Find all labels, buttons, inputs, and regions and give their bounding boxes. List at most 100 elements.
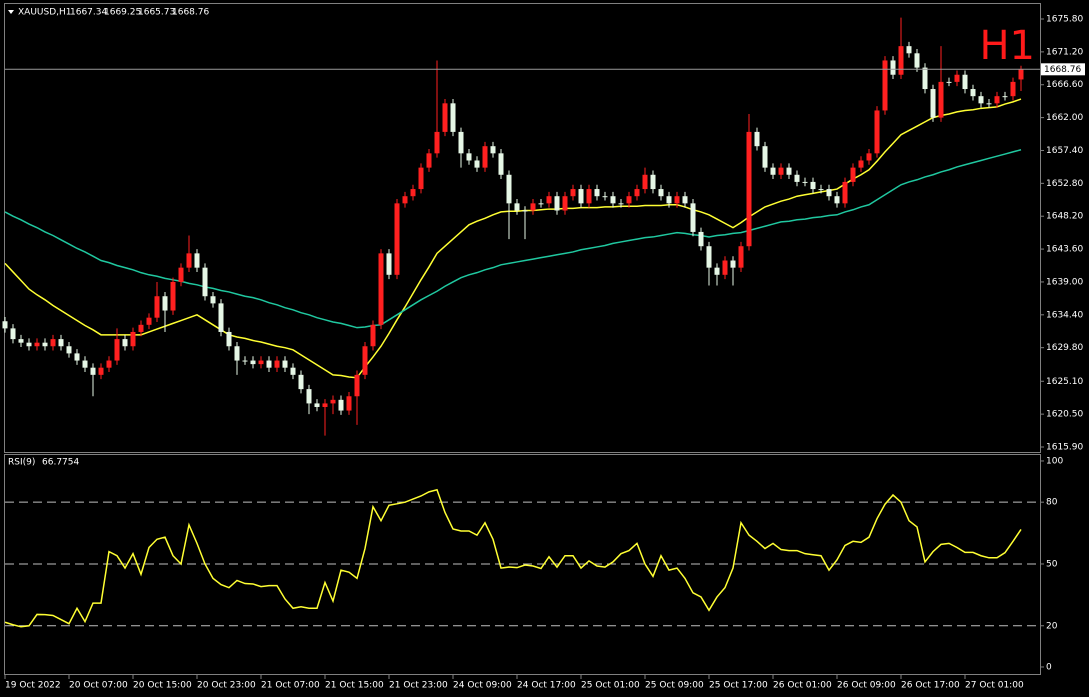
candle-body [234, 346, 240, 361]
candle-body [962, 74, 968, 90]
candle-body [282, 360, 288, 368]
candle-body [970, 89, 976, 97]
x-tick-label: 20 Oct 23:00 [197, 681, 256, 691]
y-tick-label: 1671.20 [1046, 47, 1083, 57]
candle-body [58, 339, 64, 347]
y-tick-label: 1657.40 [1046, 146, 1083, 156]
candle-body [594, 189, 600, 197]
y-tick-label: 1634.40 [1046, 310, 1083, 320]
candle-body [498, 153, 504, 175]
candle-body [514, 203, 520, 211]
x-tick-label: 25 Oct 01:00 [581, 681, 640, 691]
y-tick-label: 1643.60 [1046, 245, 1083, 255]
candle-body [522, 210, 528, 212]
y-tick-label: 1625.10 [1046, 377, 1083, 387]
candle-body [154, 296, 160, 318]
candle-body [762, 146, 768, 168]
candle-body [394, 203, 400, 275]
candle-body [106, 360, 112, 368]
candle-body [354, 374, 360, 397]
candle-body [586, 189, 592, 204]
candle-body [666, 196, 672, 204]
candle-body [490, 146, 496, 154]
candle-body [178, 267, 184, 282]
candle-body [706, 246, 712, 268]
candle-body [362, 346, 368, 375]
candle-body [802, 181, 808, 183]
candle-body [730, 260, 736, 268]
candle-body [426, 153, 432, 168]
x-tick-label: 20 Oct 07:00 [69, 681, 128, 691]
candle-body [546, 196, 552, 204]
candle-body [330, 399, 336, 404]
candle-body [26, 342, 32, 347]
candle-body [34, 342, 40, 347]
candle-body [482, 146, 488, 168]
candle-body [418, 167, 424, 190]
candle-body [738, 246, 744, 268]
rsi-y-tick-label: 50 [1046, 559, 1058, 569]
candle-body [410, 189, 416, 197]
candle-body [722, 260, 728, 275]
candle-body [538, 203, 544, 205]
y-tick-label: 1652.80 [1046, 179, 1083, 189]
candle-body [338, 399, 344, 411]
candle-body [226, 331, 232, 347]
candle-body [42, 342, 48, 347]
candle-body [450, 103, 456, 132]
candle-body [1018, 69, 1024, 80]
candle-body [90, 367, 96, 375]
x-tick-label: 21 Oct 15:00 [325, 681, 384, 691]
price-tag [1041, 63, 1085, 76]
candle-body [346, 396, 352, 411]
candle-body [834, 196, 840, 204]
candle-body [10, 328, 16, 340]
candle-body [50, 339, 56, 347]
header-close: 1668.76 [172, 8, 209, 18]
x-tick-label: 26 Oct 01:00 [773, 681, 832, 691]
candle-body [906, 46, 912, 54]
candle-body [658, 189, 664, 197]
candle-body [938, 81, 944, 118]
candle-body [122, 339, 128, 347]
y-tick-label: 1648.20 [1046, 212, 1083, 222]
timeframe-annotation: H1 [979, 23, 1035, 69]
candle-body [266, 360, 272, 368]
candle-body [138, 324, 144, 332]
menu-arrow[interactable] [8, 10, 14, 14]
candle-body [810, 181, 816, 190]
candle-body [202, 267, 208, 297]
main-panel-frame [4, 3, 1041, 453]
candle-body [954, 74, 960, 82]
candle-body [290, 367, 296, 375]
x-tick-label: 21 Oct 07:00 [261, 681, 320, 691]
candle-body [642, 174, 648, 190]
candle-body [274, 360, 280, 368]
candle-body [690, 203, 696, 232]
candle-body [82, 360, 88, 368]
candle-body [370, 324, 376, 347]
candle-body [530, 203, 536, 211]
candle-body [746, 131, 752, 247]
candle-body [890, 60, 896, 75]
candle-body [610, 196, 616, 204]
candle-body [474, 160, 480, 168]
x-tick-label: 19 Oct 2022 [5, 681, 61, 691]
rsi-y-tick-label: 20 [1046, 621, 1058, 631]
candle-body [826, 189, 832, 197]
candle-body [194, 253, 200, 268]
candle-body [2, 321, 8, 329]
candle-body [770, 167, 776, 175]
x-tick-label: 24 Oct 17:00 [517, 681, 576, 691]
price-tag-label: 1668.76 [1044, 65, 1081, 75]
candle-body [578, 189, 584, 204]
candle-body [146, 317, 152, 325]
candle-body [554, 196, 560, 211]
rsi-label: RSI(9) [8, 458, 35, 468]
candle-body [570, 189, 576, 197]
candle-body [818, 189, 824, 191]
candle-body [858, 160, 864, 168]
y-tick-label: 1666.60 [1046, 80, 1083, 90]
candle-body [682, 196, 688, 204]
